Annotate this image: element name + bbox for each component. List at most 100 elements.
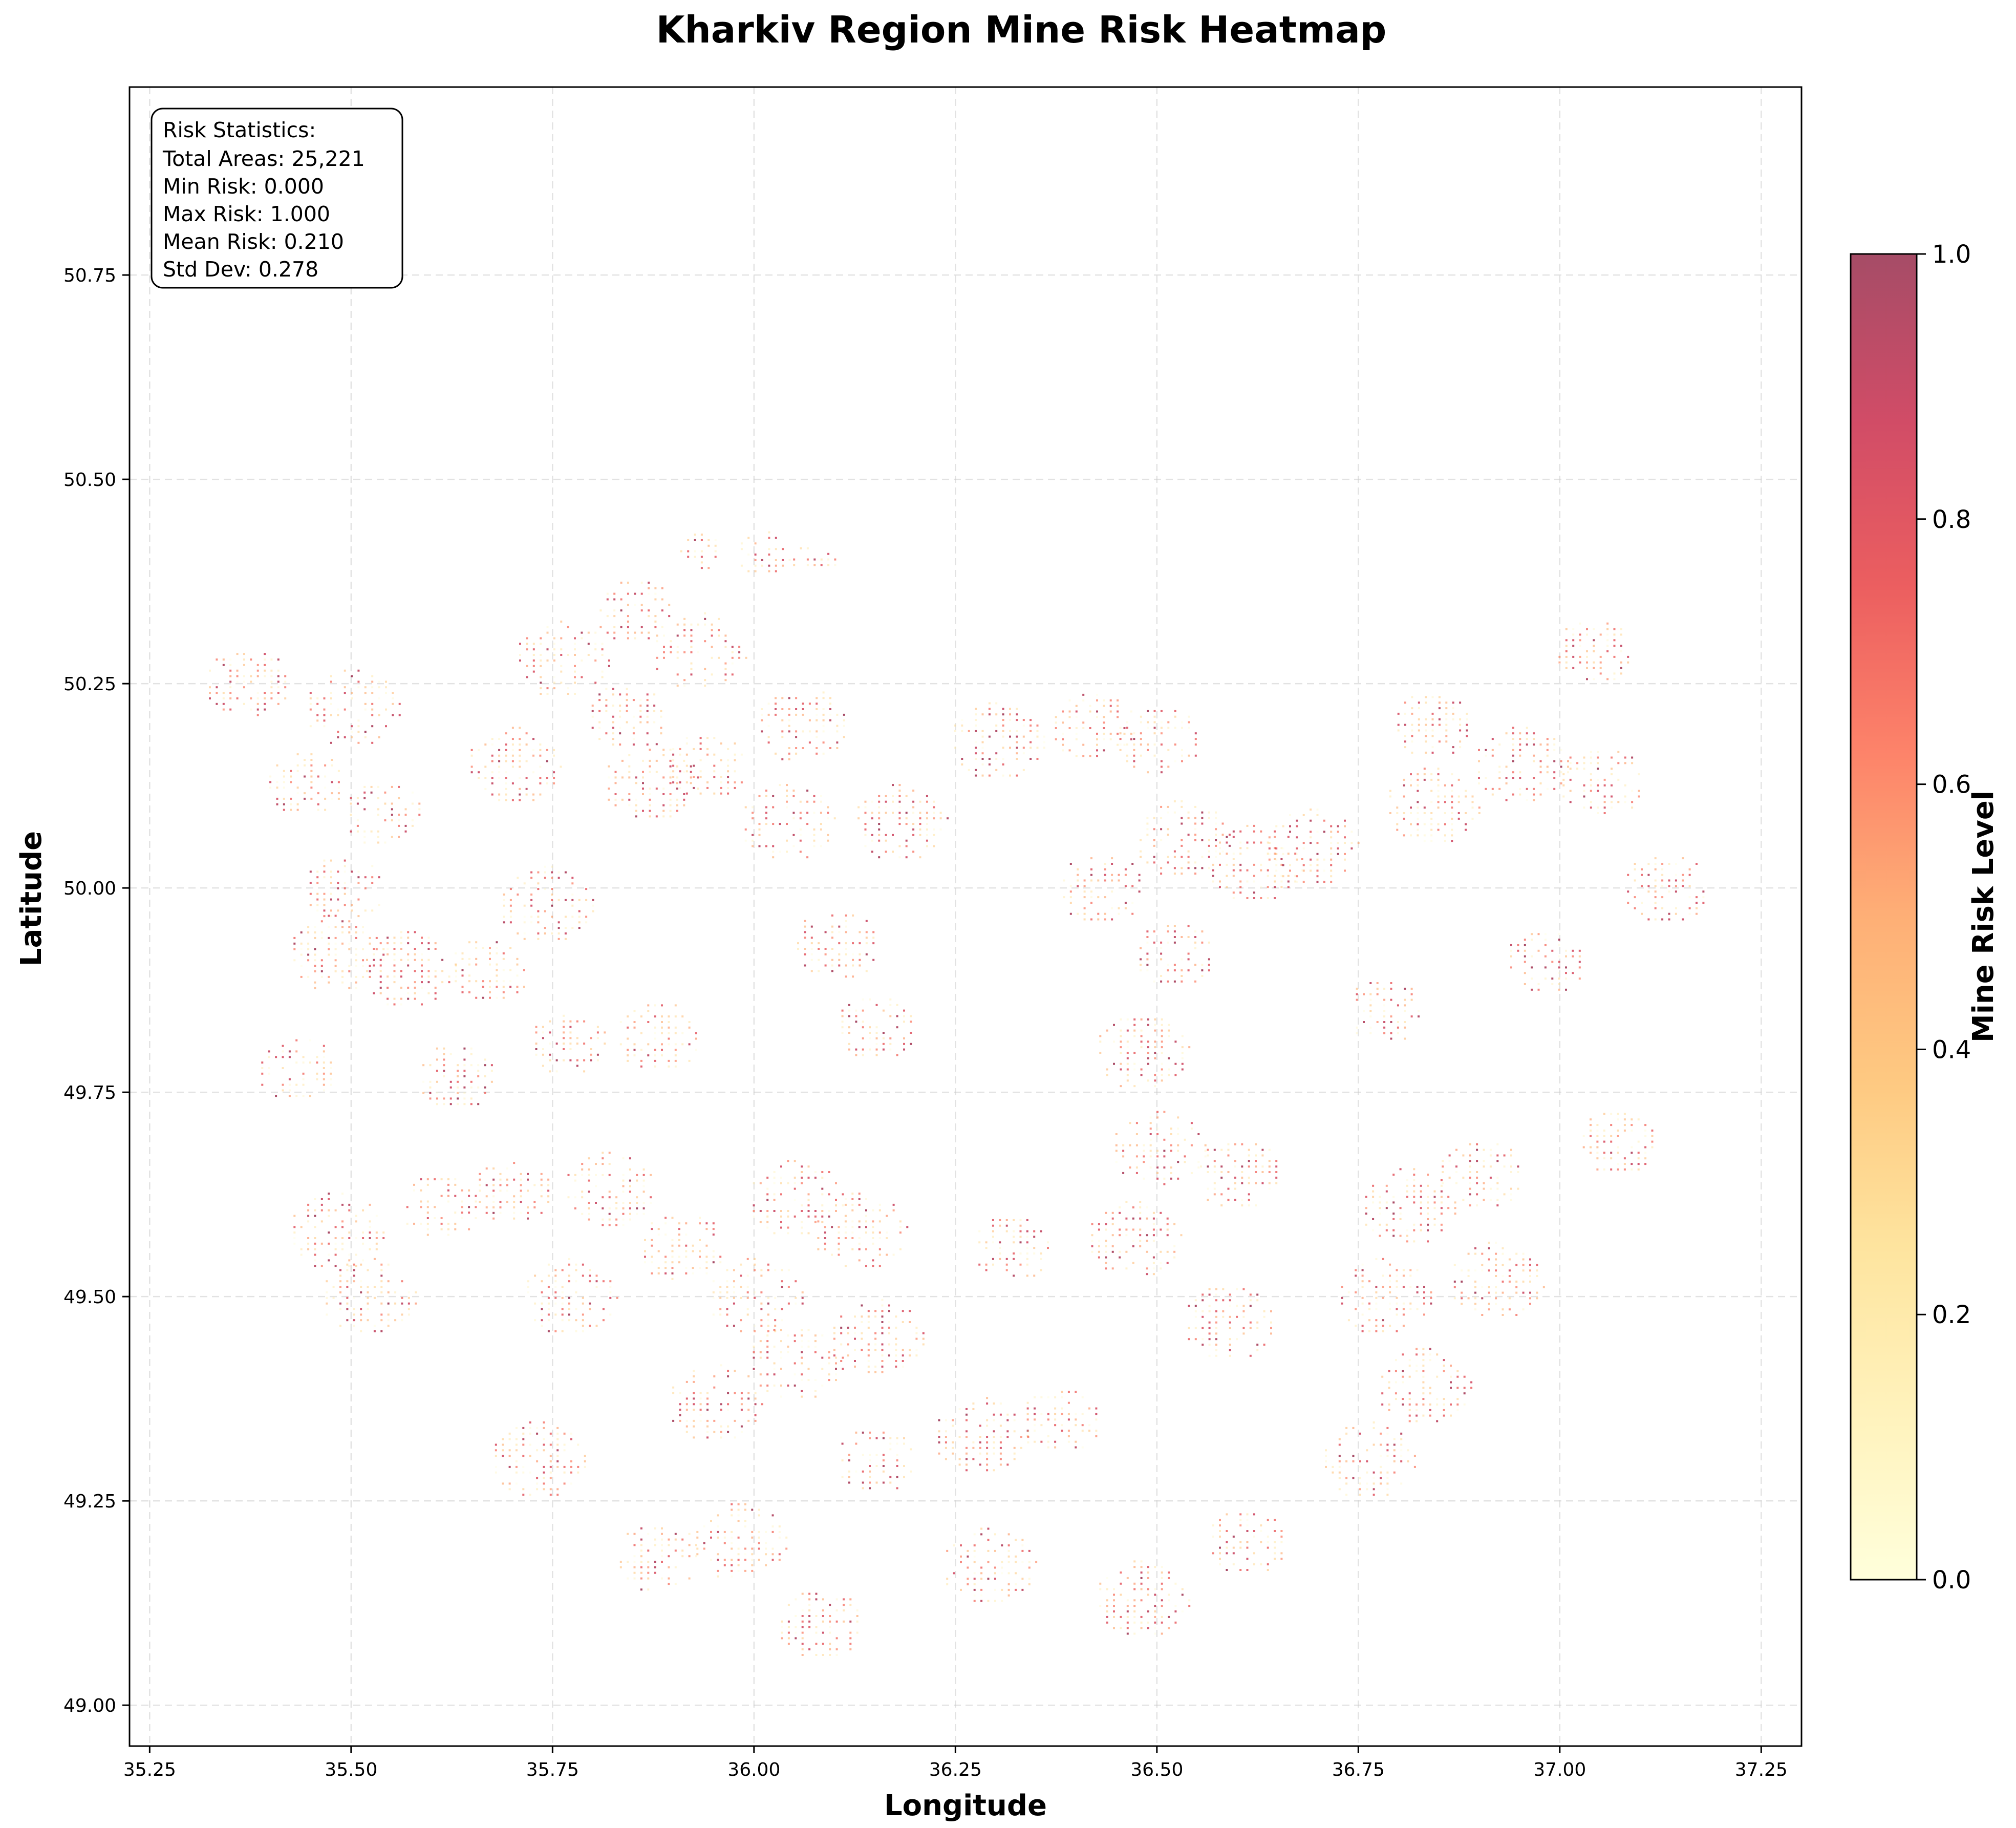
heat-cell — [1015, 1539, 1017, 1541]
heat-cell — [1558, 988, 1560, 991]
heat-cell — [1249, 1293, 1252, 1296]
heat-cell — [1466, 729, 1468, 732]
heat-cell — [999, 1224, 1001, 1227]
heat-cell — [640, 1577, 642, 1580]
heat-cell — [1146, 828, 1149, 831]
heat-cell — [683, 679, 686, 682]
heat-cell — [1226, 1552, 1228, 1555]
heat-cell — [961, 758, 963, 760]
heat-cell — [1522, 1291, 1525, 1294]
heat-cell — [1613, 678, 1616, 681]
heat-cell — [542, 1053, 544, 1056]
heat-cell — [296, 753, 299, 756]
heat-cell — [836, 713, 839, 716]
heat-cell — [1344, 819, 1346, 822]
heat-cell — [1009, 708, 1011, 710]
heat-cell — [760, 1291, 763, 1293]
heat-cell — [369, 965, 371, 967]
heat-cell — [1444, 823, 1446, 825]
heat-cell — [1123, 727, 1126, 729]
heat-cell — [1146, 958, 1149, 961]
heat-cell — [461, 991, 464, 993]
heat-cell — [688, 1577, 691, 1580]
heat-cell — [1383, 1015, 1386, 1018]
heat-cell — [999, 1247, 1001, 1249]
heat-cell — [1517, 1187, 1519, 1190]
heat-cell — [1248, 1154, 1250, 1157]
heat-cell — [421, 953, 423, 955]
heat-cell — [840, 1315, 843, 1318]
heat-cell — [662, 776, 665, 779]
heat-cell — [1372, 1190, 1375, 1193]
heat-cell — [849, 1637, 852, 1640]
heat-cell — [530, 877, 533, 879]
heat-cell — [862, 1481, 864, 1484]
heat-cell — [1565, 628, 1568, 630]
heat-cell — [436, 1092, 438, 1094]
heat-cell — [1389, 812, 1391, 814]
heat-cell — [1117, 699, 1119, 702]
heat-cell — [1416, 1370, 1418, 1372]
heat-cell — [1118, 879, 1120, 882]
heat-cell — [307, 931, 310, 933]
heat-cell — [364, 887, 367, 889]
heat-cell — [766, 1373, 769, 1376]
heat-cell — [542, 1048, 544, 1050]
heat-cell — [780, 1384, 782, 1387]
heat-cell — [1168, 1035, 1170, 1037]
heat-cell — [387, 937, 389, 939]
heat-cell — [1197, 1161, 1200, 1163]
heat-cell — [814, 1334, 817, 1337]
heat-cell — [1033, 1236, 1036, 1238]
heat-cell — [727, 1375, 730, 1377]
heat-cell — [1431, 735, 1434, 737]
heat-cell — [592, 910, 594, 912]
heat-cell — [1593, 678, 1595, 681]
heat-cell — [1113, 1040, 1115, 1043]
heat-cell — [355, 926, 357, 928]
heat-cell — [660, 710, 662, 712]
heat-cell — [1194, 964, 1196, 966]
heat-cell — [567, 626, 569, 628]
heat-cell — [1062, 710, 1064, 713]
heat-cell — [317, 792, 319, 795]
heat-cell — [1106, 1616, 1108, 1618]
heat-cell — [1140, 1029, 1143, 1032]
heat-cell — [915, 1337, 918, 1340]
heat-cell — [1517, 949, 1519, 952]
heat-cell — [889, 1481, 892, 1484]
heat-cell — [1268, 1160, 1271, 1162]
heat-cell — [1219, 841, 1221, 844]
heat-cell — [718, 618, 720, 620]
heat-cell — [912, 823, 915, 825]
heat-cell — [1082, 743, 1085, 746]
heat-cell — [926, 800, 928, 803]
heat-cell — [379, 981, 382, 984]
heat-cell — [1593, 628, 1595, 630]
heat-cell — [555, 1059, 558, 1061]
heat-cell — [640, 1032, 642, 1034]
heat-cell — [1001, 1561, 1003, 1563]
heat-cell — [557, 921, 560, 924]
heat-cell — [713, 737, 716, 739]
heat-cell — [845, 931, 847, 933]
heat-cell — [393, 948, 396, 950]
heat-cell — [1382, 1274, 1384, 1277]
heat-cell — [642, 776, 644, 779]
heat-cell — [614, 771, 617, 773]
heat-cell — [1396, 806, 1399, 809]
heat-cell — [1429, 1348, 1431, 1350]
heat-cell — [351, 731, 353, 733]
heat-cell — [827, 812, 829, 814]
heat-cell — [1253, 841, 1255, 844]
heat-cell — [731, 646, 734, 648]
heat-cell — [551, 871, 553, 874]
heat-cell — [787, 1620, 790, 1623]
heat-cell — [1369, 1004, 1372, 1007]
heat-cell — [871, 800, 873, 803]
heat-cell — [1361, 1313, 1364, 1316]
heat-cell — [706, 1436, 709, 1439]
heat-cell — [1190, 1122, 1193, 1124]
heat-cell — [1229, 1305, 1231, 1307]
heat-cell — [1533, 754, 1535, 757]
